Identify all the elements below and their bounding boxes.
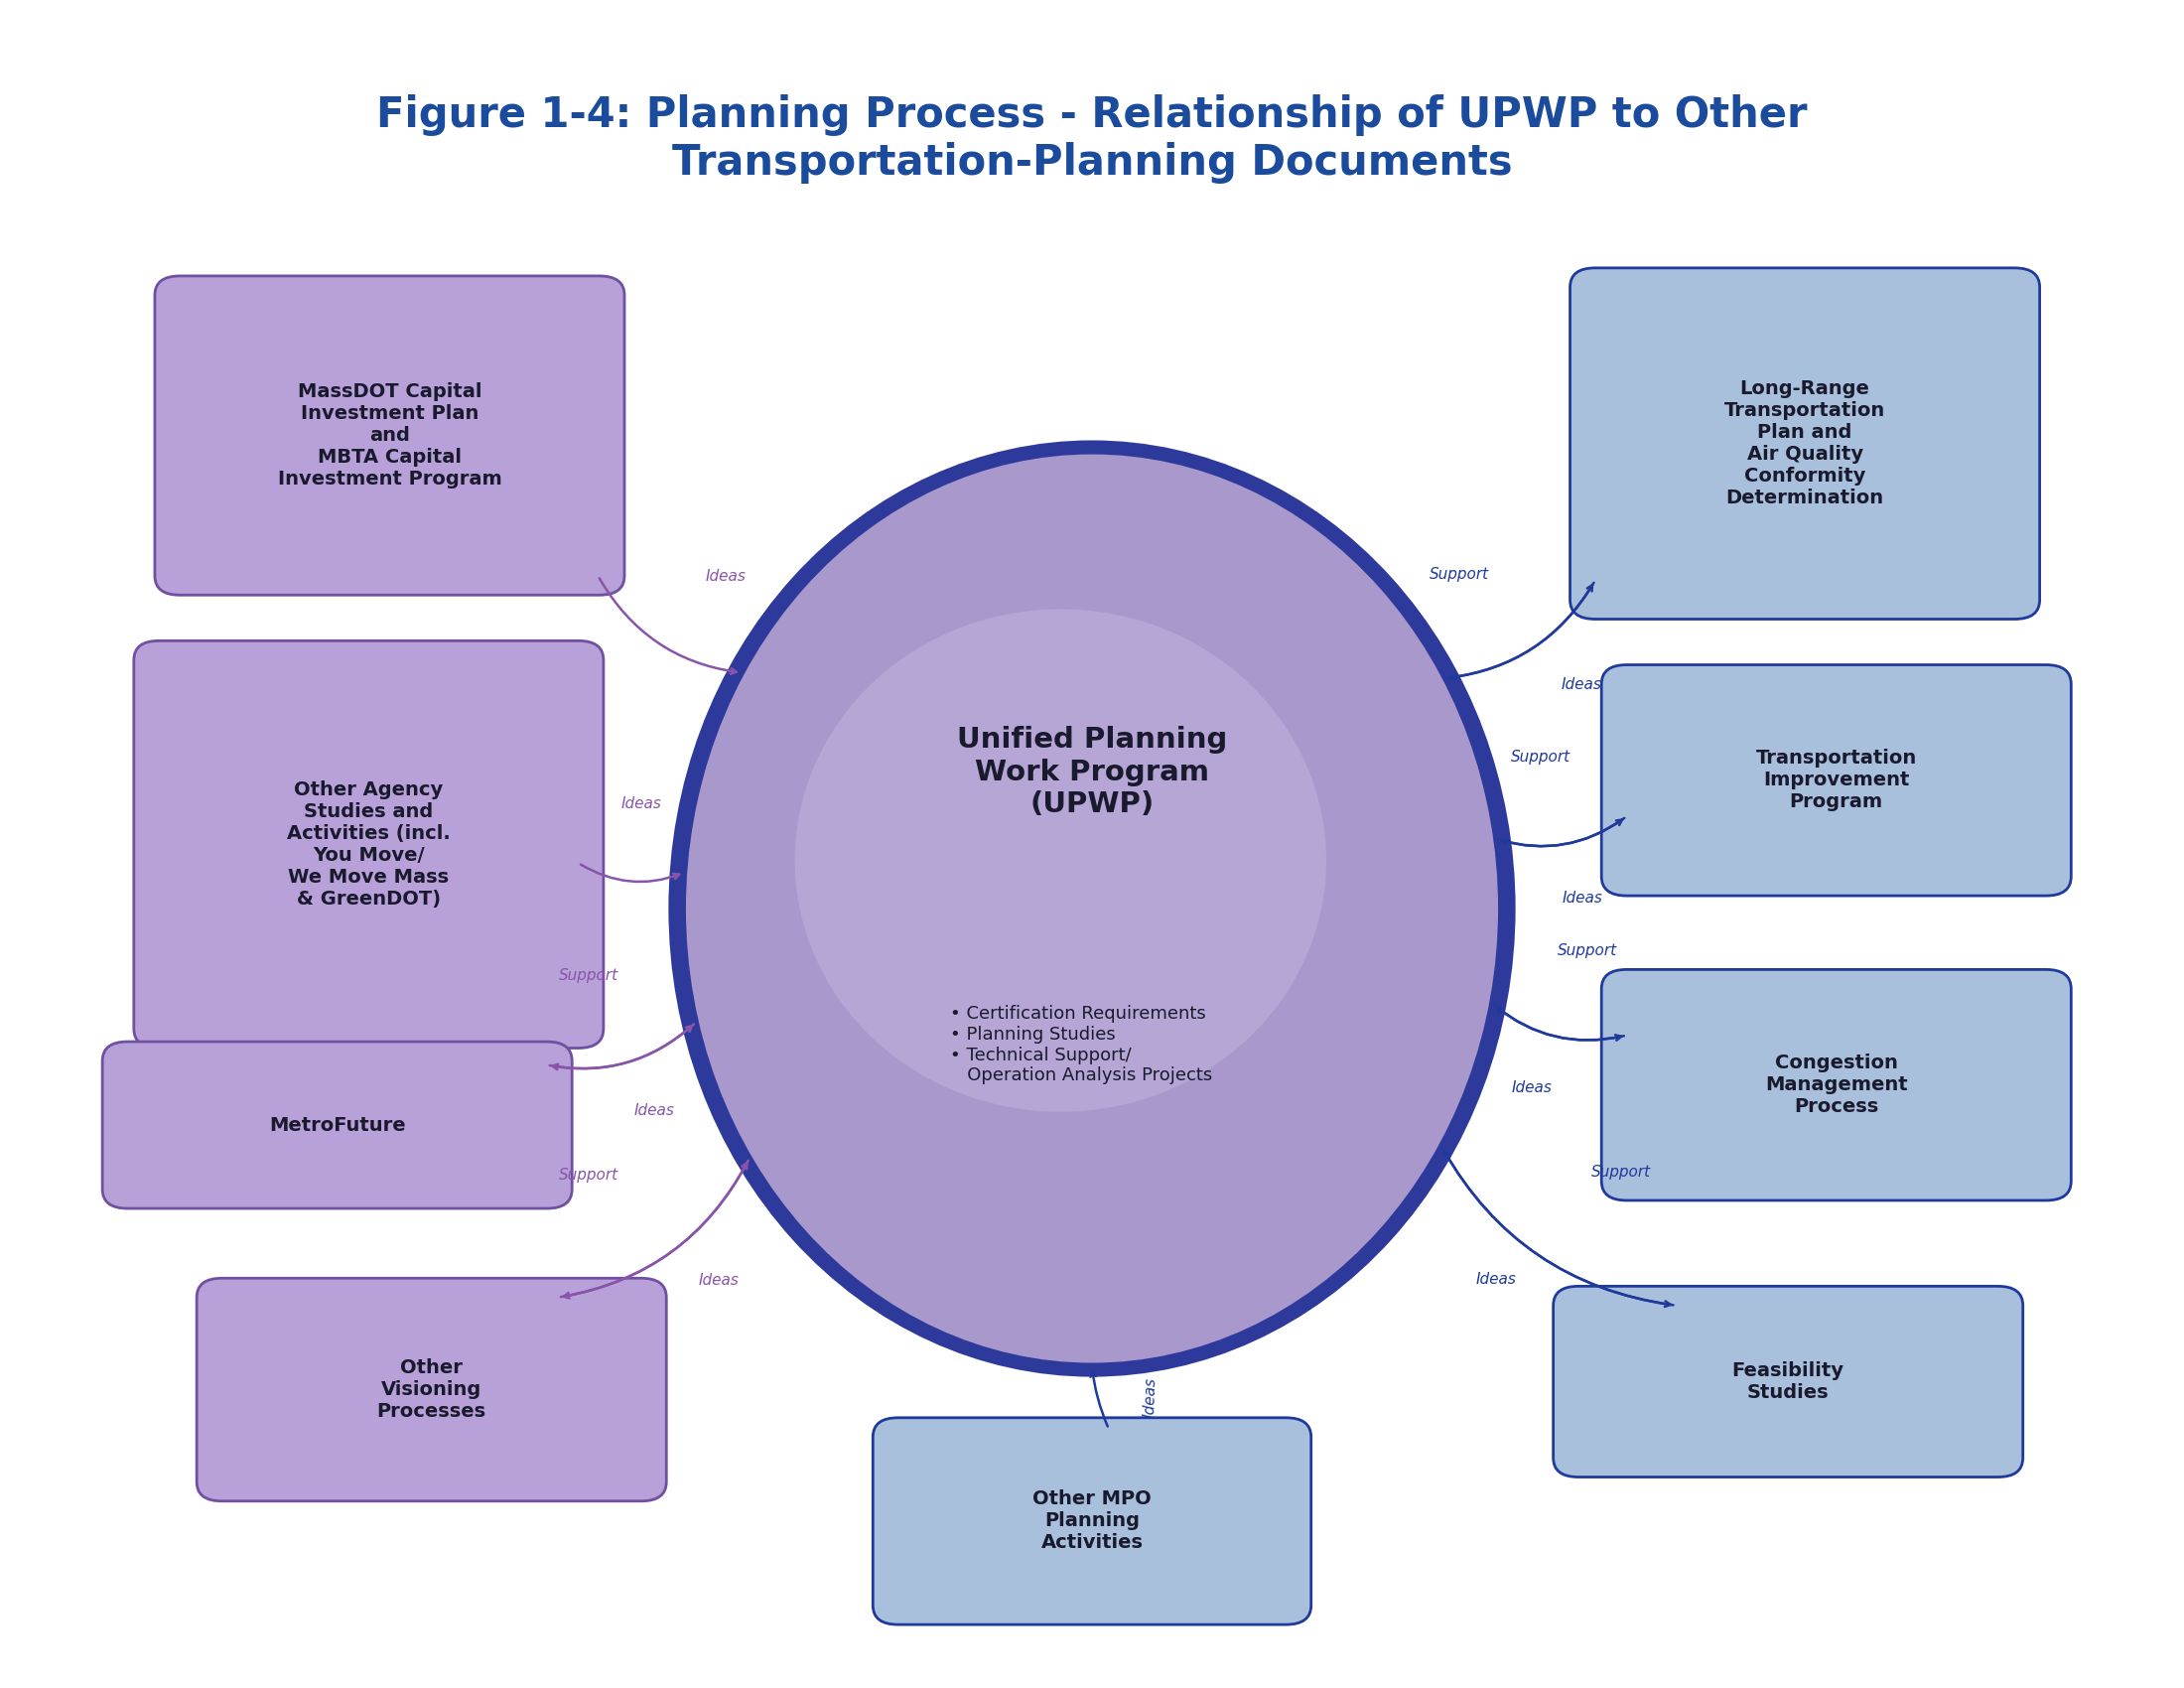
Text: Support: Support <box>1592 1165 1651 1180</box>
Text: Ideas: Ideas <box>705 569 745 584</box>
Text: Other MPO
Planning
Activities: Other MPO Planning Activities <box>1033 1491 1151 1553</box>
Text: Other Agency
Studies and
Activities (incl.
You Move/
We Move Mass
& GreenDOT): Other Agency Studies and Activities (inc… <box>286 780 450 908</box>
FancyBboxPatch shape <box>1601 665 2070 896</box>
FancyBboxPatch shape <box>1601 969 2070 1200</box>
Text: MassDOT Capital
Investment Plan
and
MBTA Capital
Investment Program: MassDOT Capital Investment Plan and MBTA… <box>277 383 502 488</box>
FancyBboxPatch shape <box>1570 268 2040 619</box>
Text: MetroFuture: MetroFuture <box>269 1116 406 1134</box>
Text: Unified Planning
Work Program
(UPWP): Unified Planning Work Program (UPWP) <box>957 726 1227 819</box>
Text: Ideas: Ideas <box>633 1104 675 1119</box>
FancyBboxPatch shape <box>197 1278 666 1501</box>
Text: Congestion
Management
Process: Congestion Management Process <box>1765 1053 1907 1116</box>
FancyBboxPatch shape <box>874 1418 1310 1624</box>
Text: Support: Support <box>559 969 618 984</box>
Text: Feasibility
Studies: Feasibility Studies <box>1732 1361 1843 1403</box>
Text: Transportation
Improvement
Program: Transportation Improvement Program <box>1756 749 1918 812</box>
Text: Ideas: Ideas <box>620 797 662 812</box>
Ellipse shape <box>795 609 1326 1112</box>
FancyBboxPatch shape <box>1553 1286 2022 1477</box>
FancyBboxPatch shape <box>103 1041 572 1209</box>
Text: Ideas: Ideas <box>699 1273 738 1288</box>
Text: • Certification Requirements
• Planning Studies
• Technical Support/
   Operatio: • Certification Requirements • Planning … <box>950 1004 1212 1085</box>
Text: Other
Visioning
Processes: Other Visioning Processes <box>378 1359 487 1421</box>
Text: Ideas: Ideas <box>1476 1273 1516 1288</box>
Text: Support: Support <box>1557 944 1616 957</box>
Text: Support: Support <box>559 1168 618 1183</box>
Ellipse shape <box>668 441 1516 1377</box>
FancyBboxPatch shape <box>155 275 625 596</box>
Ellipse shape <box>684 452 1500 1366</box>
Text: Long-Range
Transportation
Plan and
Air Quality
Conformity
Determination: Long-Range Transportation Plan and Air Q… <box>1725 380 1885 508</box>
Text: Ideas: Ideas <box>1142 1377 1160 1418</box>
FancyBboxPatch shape <box>133 641 603 1048</box>
Text: Ideas: Ideas <box>1562 891 1603 905</box>
Text: Ideas: Ideas <box>1562 677 1601 692</box>
Text: Figure 1-4: Planning Process - Relationship of UPWP to Other
Transportation-Plan: Figure 1-4: Planning Process - Relations… <box>376 95 1808 184</box>
Text: Support: Support <box>1428 567 1489 582</box>
Text: Support: Support <box>1511 749 1570 765</box>
Text: Ideas: Ideas <box>1511 1080 1551 1096</box>
